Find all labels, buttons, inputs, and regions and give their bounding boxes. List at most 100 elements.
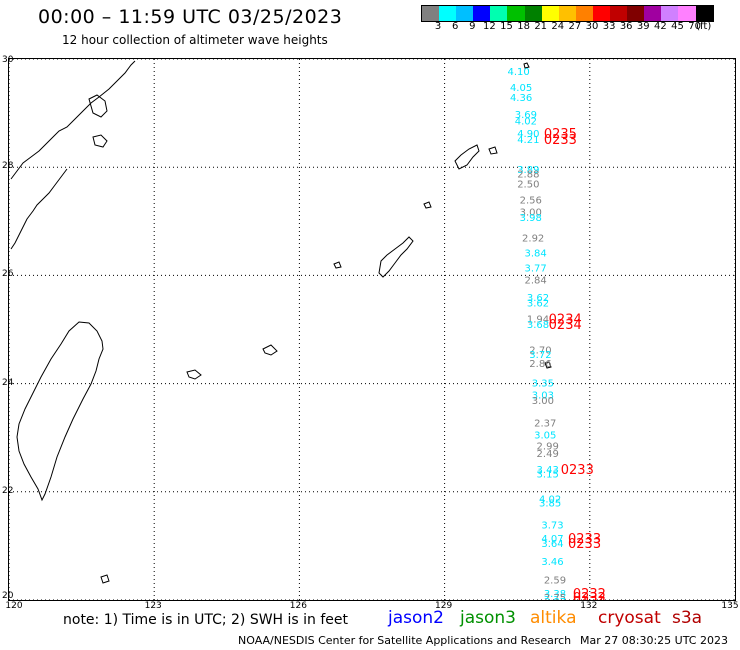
longitude-tick-label: 126 [289, 601, 307, 611]
color-scale-label: 45 [671, 21, 684, 32]
wave-height-value: 4.02 [515, 117, 537, 128]
yaeyama-island [262, 344, 278, 356]
wave-height-value: 4.10 [508, 67, 530, 78]
latitude-tick-label: 30 [2, 55, 14, 65]
satellite-legend-jason2: jason2 [388, 608, 444, 628]
color-scale-label: 70 [688, 21, 701, 32]
wave-height-value: 3.84 [524, 249, 546, 260]
latitude-tick-label: 26 [2, 269, 14, 280]
small-island-5 [523, 62, 530, 69]
wave-height-value: 3.64 [541, 539, 563, 550]
wave-height-value: 4.02 [539, 494, 561, 505]
pass-time-label: 0233 [568, 532, 601, 547]
page-title: 00:00 – 11:59 UTC 03/25/2023 [38, 6, 343, 28]
color-swatch [473, 6, 491, 21]
wave-height-value: 3.03 [532, 390, 554, 401]
wave-height-value: 3.72 [529, 350, 551, 361]
wave-height-value: 3.35 [532, 379, 554, 390]
color-swatch [644, 6, 662, 21]
color-scale-label: 3 [434, 21, 442, 32]
color-scale-label: (ft) [696, 21, 712, 32]
wave-height-value: 2.92 [522, 234, 544, 245]
wave-height-value: 1.94 [527, 315, 549, 326]
latitude-tick-label: 22 [2, 485, 14, 496]
latitude-tick-label: 28 [2, 161, 14, 172]
wave-height-value: 4.07 [541, 534, 563, 545]
color-swatch [439, 6, 457, 21]
wave-height-value: 4.05 [510, 83, 532, 94]
color-scale-label: 21 [534, 21, 548, 32]
color-swatch [507, 6, 525, 21]
color-swatch [592, 6, 611, 21]
pass-time-label: 0232 [573, 595, 606, 600]
wave-height-value: 2.70 [529, 346, 551, 357]
wave-height-value: 2.75 [544, 593, 566, 600]
color-scale-label: 24 [551, 21, 565, 32]
japan-islands-1 [88, 94, 108, 118]
color-scale-label: 18 [517, 21, 530, 32]
color-scale-label: 42 [654, 21, 667, 32]
color-scale-label: 39 [636, 21, 650, 32]
satellite-legend-s3a: s3a [672, 608, 703, 628]
wave-height-value: 4.90 [517, 129, 539, 140]
wave-height-value: 2.59 [544, 575, 566, 586]
generated-timestamp: Mar 27 08:30:25 UTC 2023 [580, 634, 728, 647]
pass-time-label: 0234 [549, 313, 582, 328]
satellite-legend-jason3: jason3 [460, 608, 516, 628]
color-swatch [678, 6, 696, 21]
color-swatch [524, 6, 542, 21]
credit-line: NOAA/NESDIS Center for Satellite Applica… [238, 634, 572, 647]
latitude-tick-label: 24 [2, 377, 14, 388]
longitude-tick-label: 123 [144, 601, 162, 611]
wave-height-value: 3.77 [524, 263, 546, 274]
small-island-3 [488, 146, 498, 155]
longitude-tick-label: 129 [435, 601, 453, 611]
color-swatch [627, 6, 645, 21]
pass-time-label: 0233 [544, 133, 577, 148]
pass-time-label: 0232 [573, 591, 606, 600]
wave-height-value: 2.50 [517, 179, 539, 190]
wave-height-value: 2.99 [537, 441, 559, 452]
color-swatch [661, 6, 679, 21]
color-scale-labels: 3 6 9 12 15 18 21 24 27 30 33 36 39 42 45 70 (ft) [421, 21, 740, 35]
wave-height-value: 3.85 [539, 499, 561, 510]
wave-height-value: 2.49 [537, 449, 559, 460]
wave-height-value: 3.87 [544, 597, 566, 600]
wave-height-observations: 4.104.054.363.694.024.904.213.892.882.50… [508, 67, 567, 600]
wave-height-value: 3.00 [520, 208, 542, 219]
pass-time-label: 0233 [568, 537, 601, 552]
wave-height-value: 3.62 [527, 293, 549, 304]
color-swatch [422, 6, 440, 21]
footer-note: note: 1) Time is in UTC; 2) SWH is in fe… [63, 612, 349, 628]
wave-height-value: 3.68 [527, 320, 549, 331]
satellite-legend-cryosat: cryosat [598, 608, 661, 628]
color-scale-label: 33 [602, 21, 616, 32]
wave-height-value: 3.15 [537, 469, 559, 480]
wave-height-value: 2.37 [534, 419, 556, 430]
color-scale-label: 30 [585, 21, 599, 32]
small-island-6 [544, 361, 552, 369]
wave-height-value: 3.38 [544, 589, 566, 600]
pass-time-label: 0233 [561, 463, 594, 478]
color-swatch [695, 6, 713, 21]
wave-height-value: 3.46 [541, 557, 563, 568]
wave-height-value: 3.62 [527, 298, 549, 309]
wave-height-value: 2.84 [524, 276, 546, 287]
color-swatch [610, 6, 628, 21]
color-scale-label: 9 [469, 21, 476, 32]
wave-height-value: 4.36 [510, 93, 532, 104]
small-island-1 [333, 261, 342, 269]
kyushu-coastline-2 [10, 168, 68, 250]
longitude-tick-label: 135 [721, 601, 739, 611]
wave-height-value: 3.05 [534, 430, 556, 441]
map-panel: 4.10 4.05 4.36 3.69 4.02 4.90 4.21 3.89 2.88 2.50… [8, 58, 736, 601]
color-swatch [490, 6, 508, 21]
pass-time-label: 0234 [549, 318, 582, 333]
color-swatch [541, 6, 559, 21]
color-scale-label: 27 [568, 21, 582, 32]
coastline-group [10, 60, 552, 584]
miyako-island [186, 369, 202, 380]
latitude-tick-label: 20 [2, 591, 14, 601]
pass-time-label: 0232 [573, 587, 606, 600]
japan-islands-2 [92, 134, 108, 148]
